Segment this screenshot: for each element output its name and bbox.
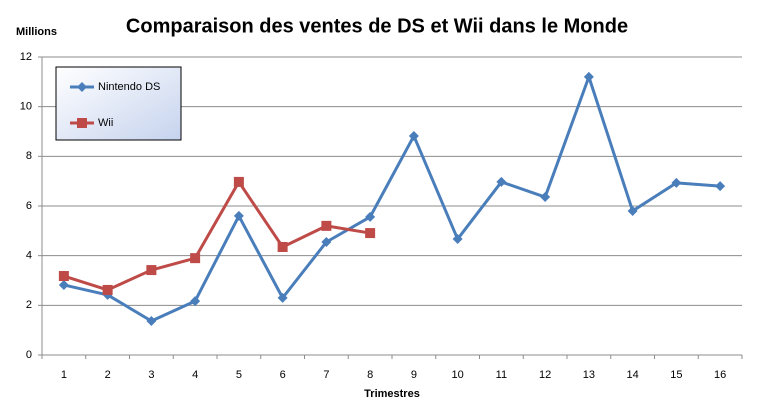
data-point — [583, 71, 594, 82]
data-point — [715, 181, 726, 192]
x-tick-label: 6 — [280, 369, 286, 381]
x-tick-label: 8 — [367, 369, 373, 381]
legend-label: Wii — [98, 117, 113, 129]
y-tick-label: 10 — [20, 101, 32, 113]
data-point — [146, 315, 157, 326]
data-point — [408, 130, 419, 141]
y-axis-label: Millions — [16, 26, 57, 38]
legend-box — [55, 66, 182, 141]
data-point — [496, 176, 507, 187]
x-tick-label: 1 — [61, 369, 67, 381]
x-axis-label: Trimestres — [364, 388, 420, 400]
data-point — [277, 292, 288, 303]
data-point — [190, 253, 201, 264]
data-point — [58, 271, 69, 282]
y-tick-label: 12 — [20, 51, 32, 63]
y-tick-label: 6 — [26, 200, 32, 212]
data-point — [671, 177, 682, 188]
x-tick-label: 3 — [148, 369, 154, 381]
data-point — [365, 228, 376, 239]
data-point — [190, 296, 201, 307]
data-point — [102, 284, 113, 295]
data-point — [233, 210, 244, 221]
x-tick-label: 5 — [236, 369, 242, 381]
data-point — [321, 220, 332, 231]
y-tick-label: 0 — [26, 349, 32, 361]
data-point — [540, 192, 551, 203]
x-tick-label: 2 — [105, 369, 111, 381]
series-line — [63, 180, 371, 292]
data-point — [365, 211, 376, 222]
legend-marker — [77, 118, 87, 128]
x-tick-label: 11 — [496, 369, 507, 381]
x-tick-label: 15 — [670, 369, 682, 381]
x-tick-label: 13 — [583, 369, 595, 381]
x-tick-label: 4 — [192, 369, 198, 381]
x-tick-label: 16 — [714, 369, 726, 381]
data-point — [627, 205, 638, 216]
legend-marker — [77, 82, 87, 92]
y-tick-label: 8 — [26, 150, 32, 162]
data-point — [58, 279, 69, 290]
data-point — [277, 241, 288, 252]
x-tick-label: 14 — [627, 369, 639, 381]
data-point — [233, 176, 244, 187]
y-tick-label: 4 — [26, 250, 32, 262]
series-line — [63, 75, 721, 323]
chart-title: Comparaison des ventes de DS et Wii dans… — [126, 15, 628, 37]
x-tick-label: 9 — [411, 369, 417, 381]
x-tick-label: 10 — [452, 369, 464, 381]
data-point — [146, 265, 157, 276]
y-tick-label: 2 — [26, 299, 32, 311]
legend-label: Nintendo DS — [98, 81, 160, 93]
data-point — [321, 237, 332, 248]
data-point — [452, 234, 463, 245]
x-tick-label: 7 — [323, 369, 329, 381]
x-tick-label: 12 — [539, 369, 551, 381]
